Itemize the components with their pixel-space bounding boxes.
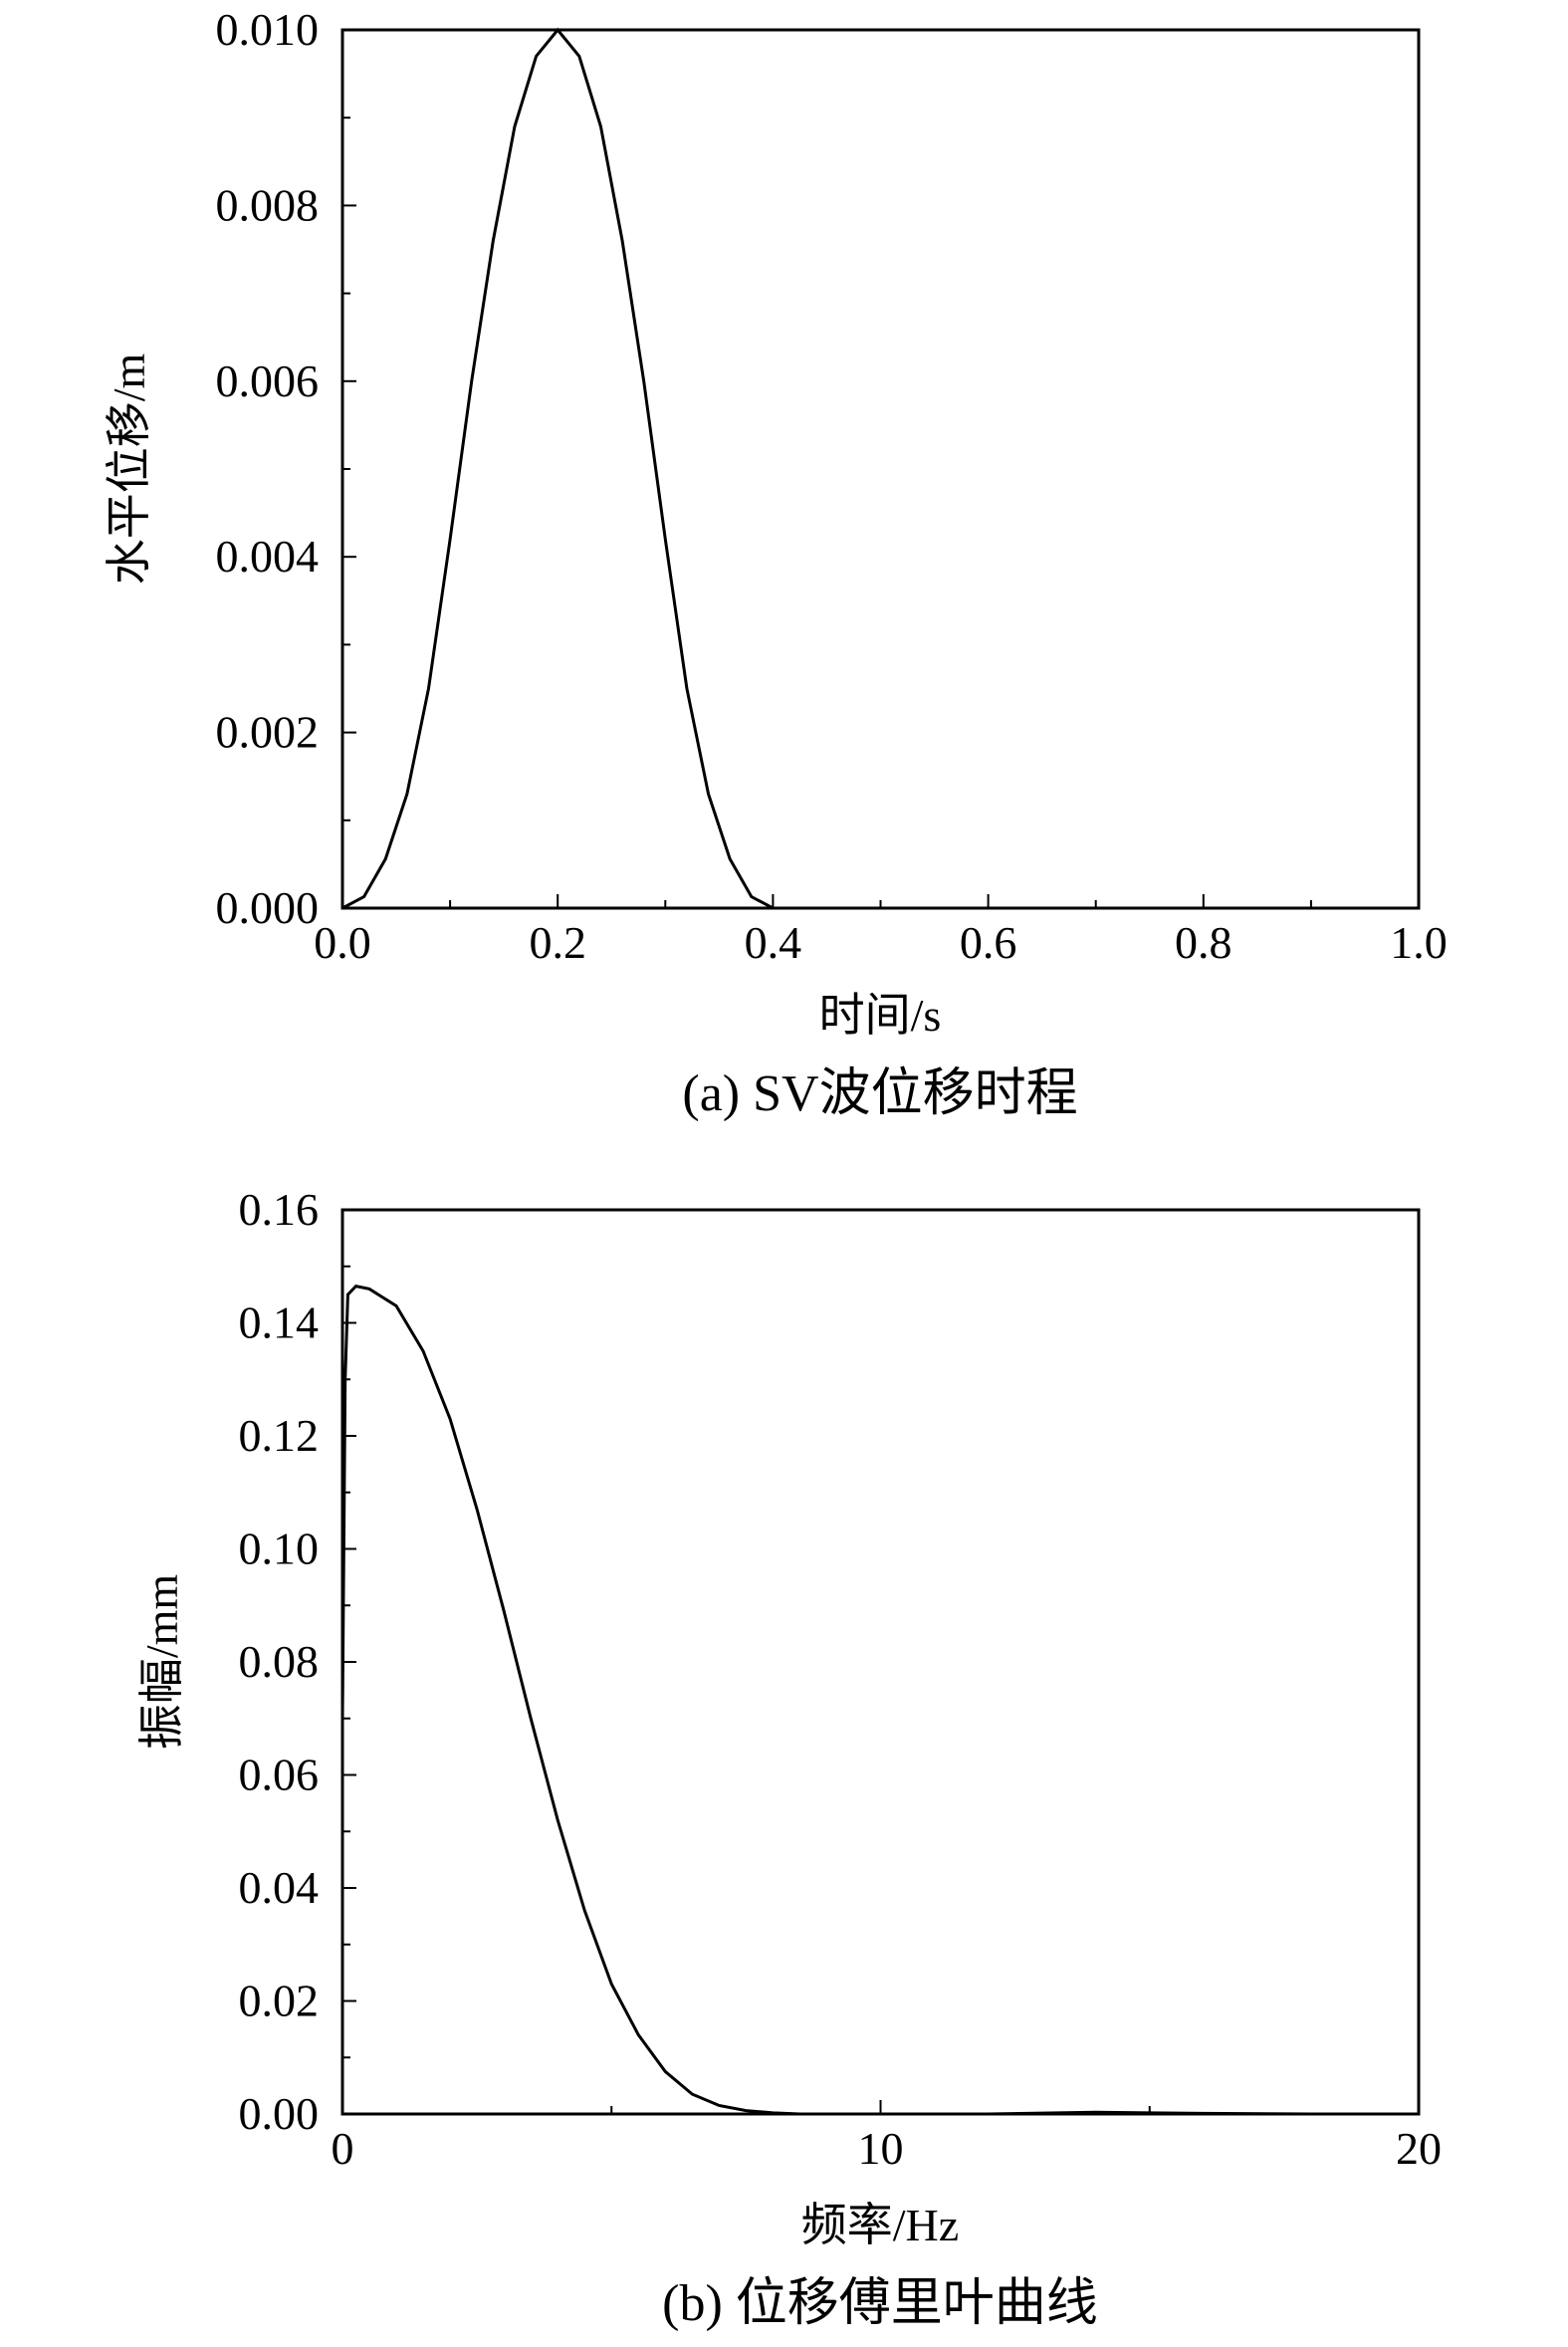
- y-tick-label: 0.12: [239, 1410, 320, 1461]
- plot-frame-b: [340, 1208, 1421, 2116]
- plot-frame-a: [340, 28, 1421, 910]
- displacement-curve: [341, 27, 1419, 910]
- x-tick-label: 0.8: [1175, 917, 1232, 968]
- y-tick-label: 0.14: [239, 1297, 320, 1348]
- y-tick-label: 0.002: [216, 707, 320, 758]
- y-axis-label-b: 振幅/mm: [136, 1574, 187, 1751]
- x-tick-label: 20: [1396, 2123, 1442, 2174]
- y-tick-label: 0.02: [239, 1976, 320, 2026]
- caption-b: (b) 位移傅里叶曲线: [662, 2275, 1098, 2332]
- y-tick-label: 0.10: [239, 1524, 320, 1574]
- y-tick-label: 0.000: [216, 882, 320, 933]
- x-tick-label: 10: [858, 2123, 904, 2174]
- y-tick-label: 0.16: [239, 1184, 320, 1235]
- caption-a: (a) SV波位移时程: [682, 1065, 1077, 1122]
- tick-group-b: 0 10 20 0.00 0.02 0.04 0.06 0.08 0.10 0.12 0.14 0.1…: [239, 1184, 1443, 2174]
- x-tick-label: 0.0: [314, 917, 371, 968]
- x-tick-label: 0.2: [529, 917, 586, 968]
- x-axis-label-a: 时间/s: [819, 990, 942, 1041]
- x-tick-label: 0.6: [960, 917, 1017, 968]
- x-axis-label-b: 频率/Hz: [801, 2200, 959, 2250]
- y-tick-label: 0.00: [239, 2088, 320, 2139]
- y-tick-label: 0.004: [216, 531, 320, 582]
- y-axis-label-a: 水平位移/m: [104, 353, 154, 586]
- chart-b: 0 10 20 0.00 0.02 0.04 0.06 0.08 0.10 0.12 0.14 0.1…: [136, 1184, 1442, 2332]
- y-tick-label: 0.008: [216, 179, 320, 230]
- chart-a: 0.0 0.2 0.4 0.6 0.8 1.0 0.000 0.002 0.004 0.006 0.…: [104, 4, 1448, 1122]
- y-tick-label: 0.08: [239, 1636, 320, 1687]
- y-tick-label: 0.06: [239, 1750, 320, 1800]
- x-tick-label: 1.0: [1390, 917, 1448, 968]
- fourier-amplitude-curve: [340, 1284, 1419, 2116]
- x-tick-label: 0.4: [745, 917, 802, 968]
- y-tick-label: 0.010: [216, 4, 320, 55]
- y-tick-label: 0.006: [216, 355, 320, 406]
- x-tick-label: 0: [332, 2123, 354, 2174]
- y-tick-label: 0.04: [239, 1862, 320, 1913]
- tick-group-a: 0.0 0.2 0.4 0.6 0.8 1.0 0.000 0.002 0.004 0.006 0.…: [216, 4, 1448, 968]
